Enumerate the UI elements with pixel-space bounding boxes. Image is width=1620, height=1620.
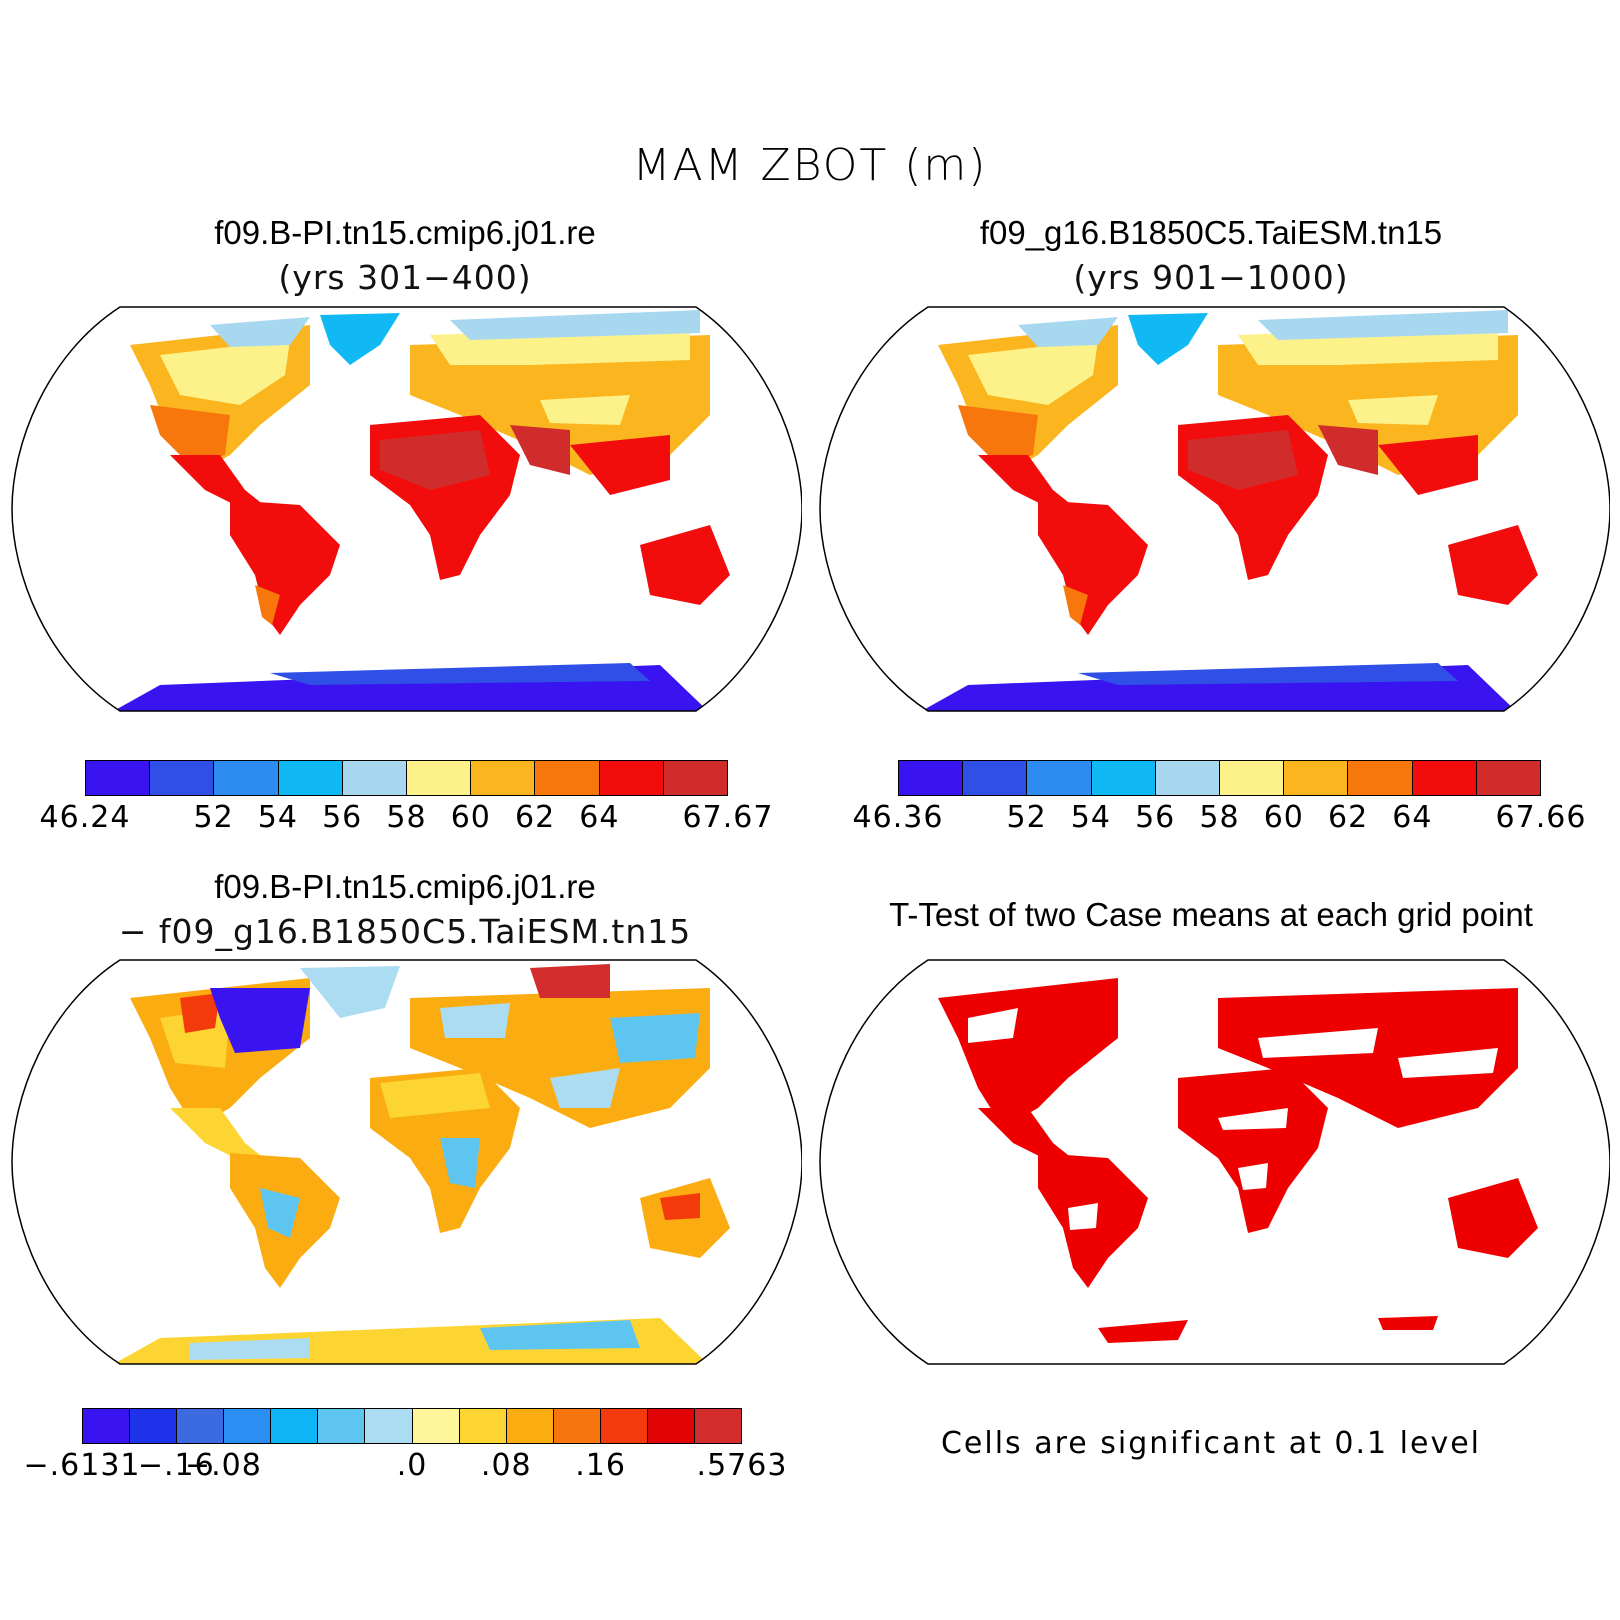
case1-colorbar-swatch — [407, 761, 472, 795]
diff-colorbar-tick-label: .0 — [396, 1448, 428, 1483]
case1-colorbar-tick-label: 67.67 — [682, 800, 774, 835]
diff-colorbar-swatch — [224, 1409, 272, 1443]
case2-colorbar-tick-label: 58 — [1199, 800, 1240, 835]
case2-colorbar-swatch — [1348, 761, 1413, 795]
diff-colorbar-swatch — [459, 1409, 507, 1443]
case2-colorbar-swatch — [1091, 761, 1156, 795]
case1-colorbar-ticks: 46.24 52 54 56 58 60 62 64 67.67 — [40, 800, 773, 840]
case1-colorbar-tick-label: 54 — [257, 800, 298, 835]
case1-colorbar-swatch — [663, 761, 728, 795]
case1-colorbar — [85, 760, 728, 796]
case1-title: f09.B-PI.tn15.cmip6.j01.re — [214, 214, 596, 251]
diff-colorbar — [82, 1408, 742, 1444]
case2-colorbar — [898, 760, 1541, 796]
case1-subtitle: (yrs 301−400) — [278, 258, 532, 297]
case2-colorbar-swatch — [963, 761, 1028, 795]
case2-colorbar-ticks: 46.36 52 54 56 58 60 62 64 67.66 — [853, 800, 1586, 840]
case1-colorbar-swatch — [471, 761, 536, 795]
diff-colorbar-swatch — [647, 1409, 696, 1443]
case2-colorbar-tick-label: 67.66 — [1495, 800, 1587, 835]
case1-colorbar-tick-label: 56 — [322, 800, 363, 835]
diff-colorbar-tick-label: −.6131 — [23, 1448, 141, 1483]
diff-colorbar-swatch — [83, 1409, 131, 1443]
case2-colorbar-tick-label: 46.36 — [852, 800, 944, 835]
diff-title: f09.B-PI.tn15.cmip6.j01.re — [214, 868, 596, 905]
case2-colorbar-tick-label: 64 — [1392, 800, 1433, 835]
diff-colorbar-ticks: −.6131 −.16 −.08 .0 .08 .16 .5763 — [23, 1448, 786, 1488]
diff-colorbar-swatch — [365, 1409, 413, 1443]
case1-colorbar-tick-label: 60 — [450, 800, 491, 835]
case2-colorbar-tick-label: 60 — [1263, 800, 1304, 835]
case2-colorbar-swatch — [1412, 761, 1477, 795]
case1-colorbar-swatch — [599, 761, 664, 795]
case2-colorbar-tick-label: 54 — [1070, 800, 1111, 835]
diff-colorbar-tick-label: .5763 — [696, 1448, 788, 1483]
case1-colorbar-swatch — [535, 761, 600, 795]
diff-colorbar-tick-label: .16 — [575, 1448, 626, 1483]
ttest-title: T-Test of two Case means at each grid po… — [889, 896, 1533, 933]
case2-colorbar-swatch — [1284, 761, 1349, 795]
diff-colorbar-tick-label: −.08 — [184, 1448, 262, 1483]
case1-colorbar-tick-label: 62 — [515, 800, 556, 835]
case1-colorbar-tick-label: 58 — [386, 800, 427, 835]
diff-colorbar-swatch — [695, 1409, 742, 1443]
case1-colorbar-tick-label: 46.24 — [39, 800, 131, 835]
case1-colorbar-swatch — [214, 761, 279, 795]
case2-colorbar-swatch — [1220, 761, 1285, 795]
case2-map — [818, 305, 1610, 713]
diff-colorbar-swatch — [600, 1409, 648, 1443]
case2-colorbar-tick-label: 52 — [1006, 800, 1047, 835]
ttest-note: Cells are significant at 0.1 level — [940, 1426, 1481, 1461]
case1-colorbar-tick-label: 52 — [193, 800, 234, 835]
case1-colorbar-swatch — [150, 761, 215, 795]
case1-colorbar-swatch — [278, 761, 343, 795]
case2-colorbar-tick-label: 62 — [1328, 800, 1369, 835]
case2-colorbar-swatch — [1476, 761, 1541, 795]
diff-colorbar-swatch — [553, 1409, 601, 1443]
diff-map — [10, 958, 802, 1366]
diff-colorbar-tick-label: −.16 — [137, 1448, 215, 1483]
case1-map — [10, 305, 802, 713]
case2-title: f09_g16.B1850C5.TaiESM.tn15 — [979, 214, 1443, 251]
diff-colorbar-swatch — [318, 1409, 366, 1443]
diff-colorbar-tick-label: .08 — [480, 1448, 532, 1483]
diff-colorbar-swatch — [271, 1409, 319, 1443]
case2-colorbar-swatch — [1155, 761, 1221, 795]
case1-colorbar-swatch — [86, 761, 151, 795]
ttest-map — [818, 958, 1610, 1366]
case2-subtitle: (yrs 901−1000) — [1073, 258, 1349, 297]
case2-colorbar-swatch — [1027, 761, 1092, 795]
case2-colorbar-swatch — [899, 761, 964, 795]
diff-colorbar-swatch — [506, 1409, 554, 1443]
diff-subtitle: − f09_g16.B1850C5.TaiESM.tn15 — [118, 912, 692, 951]
case1-colorbar-swatch — [342, 761, 408, 795]
case2-colorbar-tick-label: 56 — [1135, 800, 1176, 835]
diff-colorbar-swatch — [130, 1409, 178, 1443]
diff-colorbar-swatch — [412, 1409, 460, 1443]
diff-colorbar-swatch — [177, 1409, 225, 1443]
case1-colorbar-tick-label: 64 — [579, 800, 620, 835]
figure-title: MAM ZBOT (m) — [632, 140, 988, 191]
